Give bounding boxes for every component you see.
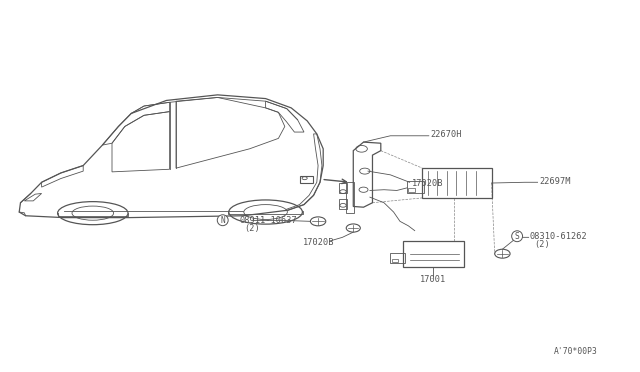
Bar [390,253,405,263]
Text: 22670H: 22670H [430,130,461,139]
Text: (2): (2) [534,240,550,249]
Text: 17020B: 17020B [303,238,335,247]
Text: 08911-10637: 08911-10637 [240,216,298,225]
Bar [408,188,415,192]
Text: 22697M: 22697M [540,177,571,186]
Text: S: S [515,232,520,241]
Text: (2): (2) [244,224,260,233]
Text: 08310-61262: 08310-61262 [530,232,588,241]
Text: N: N [220,216,225,225]
Text: 17001: 17001 [420,275,447,284]
Bar [407,181,424,193]
Bar [300,176,313,183]
Text: A'70*00P3: A'70*00P3 [554,347,598,356]
Bar [422,168,492,198]
Bar [392,259,398,262]
Bar [403,241,464,267]
Text: 17020B: 17020B [412,179,443,187]
